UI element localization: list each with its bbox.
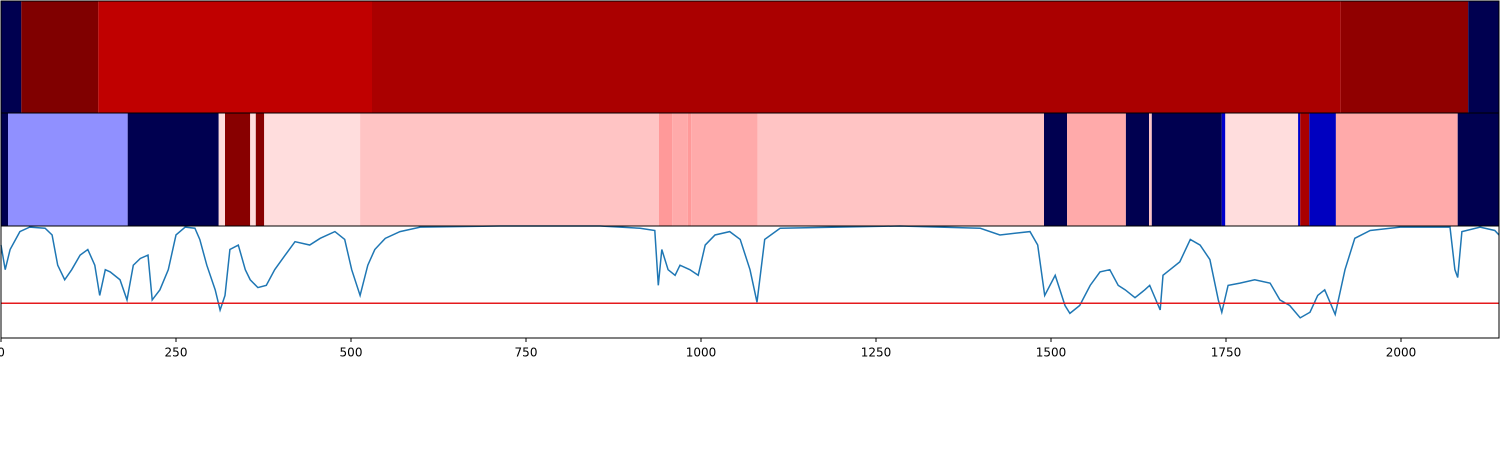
- segment: [360, 113, 659, 226]
- segment: [21, 1, 99, 113]
- x-tick-label: 2000: [1386, 346, 1417, 360]
- segment: [225, 113, 251, 226]
- segment: [1221, 113, 1226, 226]
- segment: [1125, 113, 1149, 226]
- segment: [1149, 113, 1152, 226]
- segment: [757, 113, 1044, 226]
- x-tick-label: 1750: [1211, 346, 1242, 360]
- segment: [1300, 113, 1310, 226]
- segment: [659, 113, 673, 226]
- x-tick-label: 500: [340, 346, 363, 360]
- segment: [1309, 113, 1336, 226]
- x-tick-label: 750: [515, 346, 538, 360]
- segment: [1225, 113, 1299, 226]
- x-tick-label: 0: [0, 346, 5, 360]
- segment: [1, 113, 8, 226]
- x-tick-label: 250: [165, 346, 188, 360]
- segment: [1457, 113, 1499, 226]
- segment: [1067, 113, 1126, 226]
- panel-frame: [0, 225, 1500, 339]
- segment: [255, 113, 265, 226]
- segment: [672, 113, 688, 226]
- segment: [98, 1, 373, 113]
- segment: [1335, 113, 1458, 226]
- segment: [687, 113, 692, 226]
- segment: [8, 113, 128, 226]
- segment: [1, 1, 22, 113]
- x-tick-label: 1250: [861, 346, 892, 360]
- segment: [264, 113, 361, 226]
- x-tick-label: 1500: [1036, 346, 1067, 360]
- segment: [127, 113, 219, 226]
- segment: [372, 1, 1341, 113]
- segment: [691, 113, 758, 226]
- segment: [218, 113, 225, 226]
- segment: [1298, 113, 1301, 226]
- segment: [1468, 1, 1499, 113]
- segment: [1044, 113, 1068, 226]
- signal-line: [0, 225, 1500, 319]
- segment: [1340, 1, 1469, 113]
- segment: [1151, 113, 1222, 226]
- x-tick-label: 1000: [686, 346, 717, 360]
- segment: [250, 113, 256, 226]
